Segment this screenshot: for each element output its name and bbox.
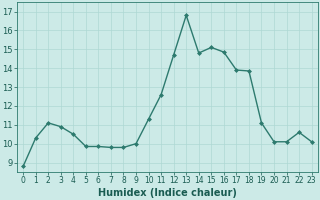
X-axis label: Humidex (Indice chaleur): Humidex (Indice chaleur)	[98, 188, 237, 198]
